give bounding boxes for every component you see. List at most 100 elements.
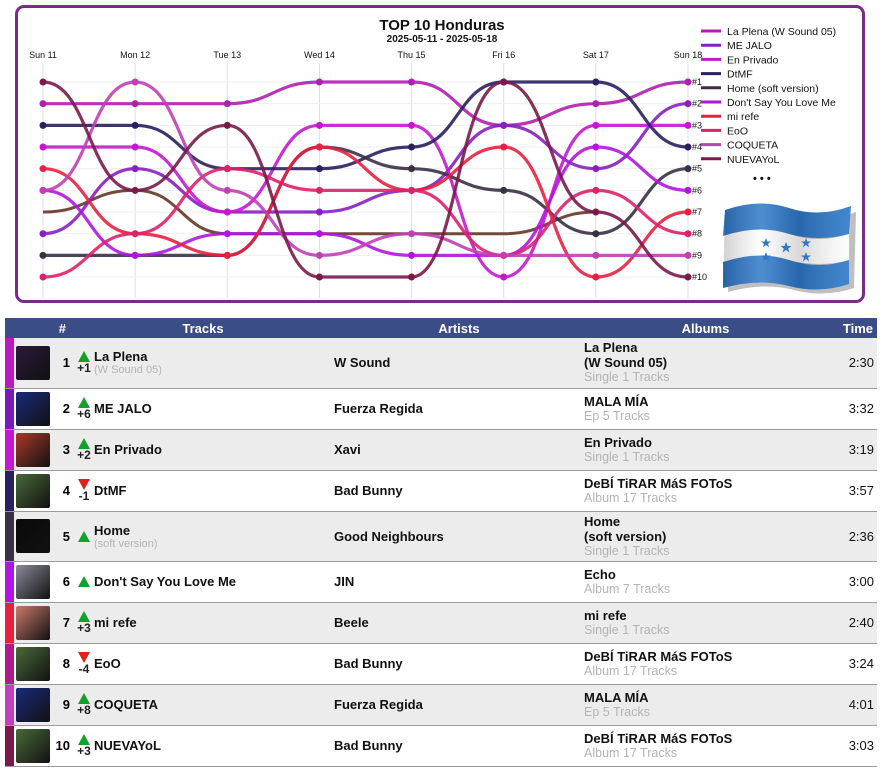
trend-indicator: +8 (74, 692, 94, 717)
artist-name[interactable]: Bad Bunny (334, 470, 584, 512)
row-color-marker (5, 388, 14, 430)
legend-entry[interactable]: COQUETA (727, 140, 778, 152)
album-cover-icon[interactable] (16, 391, 50, 426)
artist-name[interactable]: Bad Bunny (334, 643, 584, 685)
series-point (39, 273, 47, 281)
legend-entry[interactable]: Don't Say You Love Me (727, 97, 836, 109)
artist-name[interactable]: Bad Bunny (334, 725, 584, 767)
album-cover-icon[interactable] (16, 687, 50, 722)
rank-delta: +3 (77, 743, 91, 758)
legend-entry[interactable]: Home (soft version) (727, 83, 819, 95)
album-title[interactable]: Echo (584, 566, 616, 582)
rank-tick-label: #9 (692, 250, 702, 260)
series-point (223, 100, 231, 108)
album-title[interactable]: En Privado (584, 434, 652, 450)
series-point (684, 100, 692, 108)
album-cover-icon[interactable] (16, 432, 50, 467)
album-title[interactable]: Home (584, 513, 621, 529)
series-point (592, 100, 600, 108)
album-cover-icon[interactable] (16, 728, 50, 763)
track-cell: +8 COQUETA (72, 684, 334, 726)
legend-entry[interactable]: mi refe (727, 111, 759, 123)
legend-more[interactable]: • • • (753, 173, 771, 185)
series-point (408, 273, 416, 281)
track-cell: +6 ME JALO (72, 388, 334, 430)
artist-name[interactable]: Xavi (334, 429, 584, 471)
legend-entry[interactable]: DtMF (727, 69, 753, 81)
trend-up-icon (78, 576, 90, 587)
series-point (500, 251, 508, 259)
track-cell: Home (soft version) (72, 511, 334, 562)
track-title[interactable]: Home (94, 522, 131, 538)
album-cover-icon[interactable] (16, 646, 50, 681)
row-color-marker (5, 602, 14, 644)
album-title-line2: (W Sound 05) (584, 355, 668, 371)
album-title[interactable]: La Plena (584, 340, 638, 356)
album-info: Single 1 Tracks (584, 543, 670, 558)
table-row[interactable]: 10 +3 NUEVAYoL Bad Bunny DeBÍ TiRAR MáS … (5, 725, 877, 767)
cover-cell (14, 511, 52, 562)
series-point (592, 186, 600, 194)
album-title[interactable]: DeBÍ TiRAR MáS FOToS (584, 475, 733, 491)
series-point (592, 165, 600, 173)
series-point (223, 251, 231, 259)
track-title[interactable]: mi refe (94, 615, 137, 630)
rank-tick-label: #6 (692, 185, 702, 195)
series-point (408, 78, 416, 86)
track-title[interactable]: EoO (94, 656, 121, 671)
series-point (684, 143, 692, 151)
album-cover-icon[interactable] (16, 519, 50, 553)
artist-name[interactable]: Fuerza Regida (334, 388, 584, 430)
track-title[interactable]: NUEVAYoL (94, 738, 161, 753)
table-row[interactable]: 9 +8 COQUETA Fuerza Regida MALA MÍA Ep 5… (5, 684, 877, 726)
table-row[interactable]: 7 +3 mi refe Beele mi refe Single 1 Trac… (5, 602, 877, 644)
legend-entry[interactable]: NUEVAYoL (727, 154, 779, 166)
trend-down-icon (78, 478, 90, 490)
album-cover-icon[interactable] (16, 473, 50, 508)
album-title[interactable]: mi refe (584, 607, 627, 623)
album-cover-icon[interactable] (16, 564, 50, 599)
trend-up-icon (78, 396, 90, 408)
album-cover-icon[interactable] (16, 605, 50, 640)
artist-name[interactable]: W Sound (334, 338, 584, 389)
track-title[interactable]: Don't Say You Love Me (94, 574, 237, 589)
album-title[interactable]: DeBÍ TiRAR MáS FOToS (584, 730, 733, 746)
legend-entry[interactable]: En Privado (727, 54, 779, 66)
series-point (408, 186, 416, 194)
track-cell: Don't Say You Love Me (72, 561, 334, 603)
table-row[interactable]: 4 -1 DtMF Bad Bunny DeBÍ TiRAR MáS FOToS… (5, 470, 877, 512)
table-row[interactable]: 1 +1 La Plena (W Sound 05) W Sound La Pl… (5, 338, 877, 389)
legend-entry[interactable]: ME JALO (727, 40, 772, 52)
series-point (408, 143, 416, 151)
table-row[interactable]: 2 +6 ME JALO Fuerza Regida MALA MÍA Ep 5… (5, 388, 877, 430)
table-row[interactable]: 5 Home (soft version) Good Neighbours Ho… (5, 511, 877, 562)
artist-name[interactable]: Good Neighbours (334, 511, 584, 562)
track-title[interactable]: En Privado (94, 442, 162, 457)
album-cover-icon[interactable] (16, 345, 50, 380)
series-point (131, 251, 139, 259)
track-title[interactable]: COQUETA (94, 697, 159, 712)
legend-entry[interactable]: EoO (727, 125, 748, 137)
track-title[interactable]: ME JALO (94, 401, 152, 416)
header-rank: # (14, 318, 72, 338)
artist-name[interactable]: Beele (334, 602, 584, 644)
series-point (223, 186, 231, 194)
table-row[interactable]: 8 -4 EoO Bad Bunny DeBÍ TiRAR MáS FOToS … (5, 643, 877, 685)
series-point (315, 186, 323, 194)
series-point (500, 78, 508, 86)
chart-subtitle: 2025-05-11 - 2025-05-18 (387, 34, 498, 45)
artist-name[interactable]: Fuerza Regida (334, 684, 584, 726)
table-row[interactable]: 6 Don't Say You Love Me JIN Echo Album 7… (5, 561, 877, 603)
album-title[interactable]: DeBÍ TiRAR MáS FOToS (584, 648, 733, 664)
album-title[interactable]: MALA MÍA (584, 689, 649, 705)
series-line (41, 102, 690, 236)
rank-tick-label: #5 (692, 164, 702, 174)
track-title[interactable]: DtMF (94, 483, 127, 498)
table-row[interactable]: 3 +2 En Privado Xavi En Privado Single 1… (5, 429, 877, 471)
series-point (39, 143, 47, 151)
artist-name[interactable]: JIN (334, 561, 584, 603)
album-title[interactable]: MALA MÍA (584, 393, 649, 409)
legend-entry[interactable]: La Plena (W Sound 05) (727, 26, 836, 38)
rank-tick-label: #8 (692, 229, 702, 239)
track-title[interactable]: La Plena (94, 349, 148, 365)
